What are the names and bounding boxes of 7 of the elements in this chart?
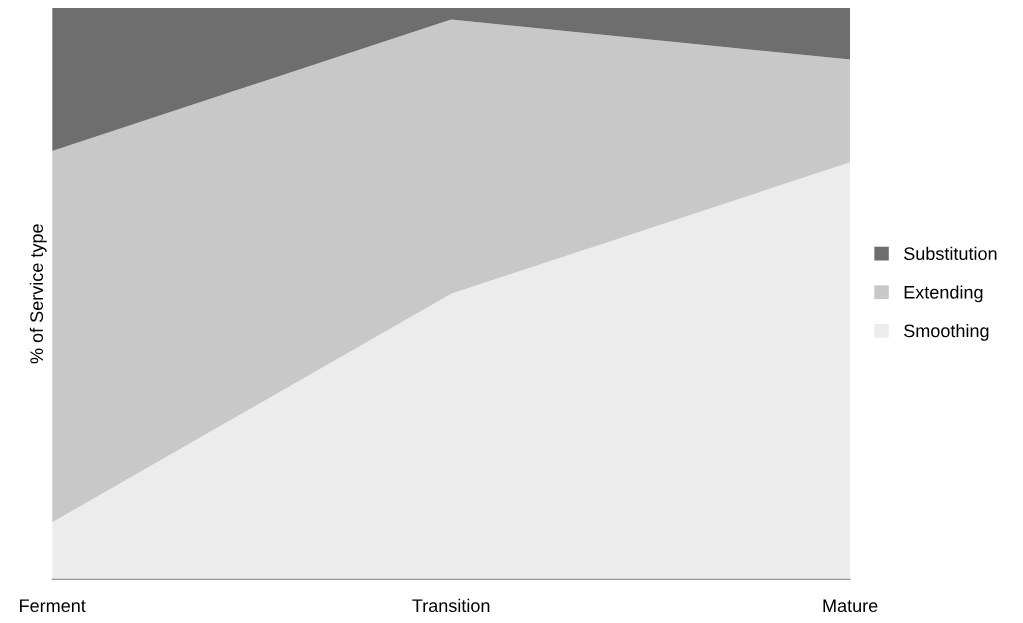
- y-axis-title: % of Service type: [29, 224, 47, 364]
- legend-label: Substitution: [904, 246, 997, 261]
- legend-label: Smoothing: [904, 323, 989, 341]
- legend-label: Extending: [904, 285, 983, 303]
- x-tick-label: Mature: [823, 599, 878, 613]
- x-tick-label: Ferment: [20, 599, 86, 613]
- x-tick-label: Transition: [412, 598, 490, 613]
